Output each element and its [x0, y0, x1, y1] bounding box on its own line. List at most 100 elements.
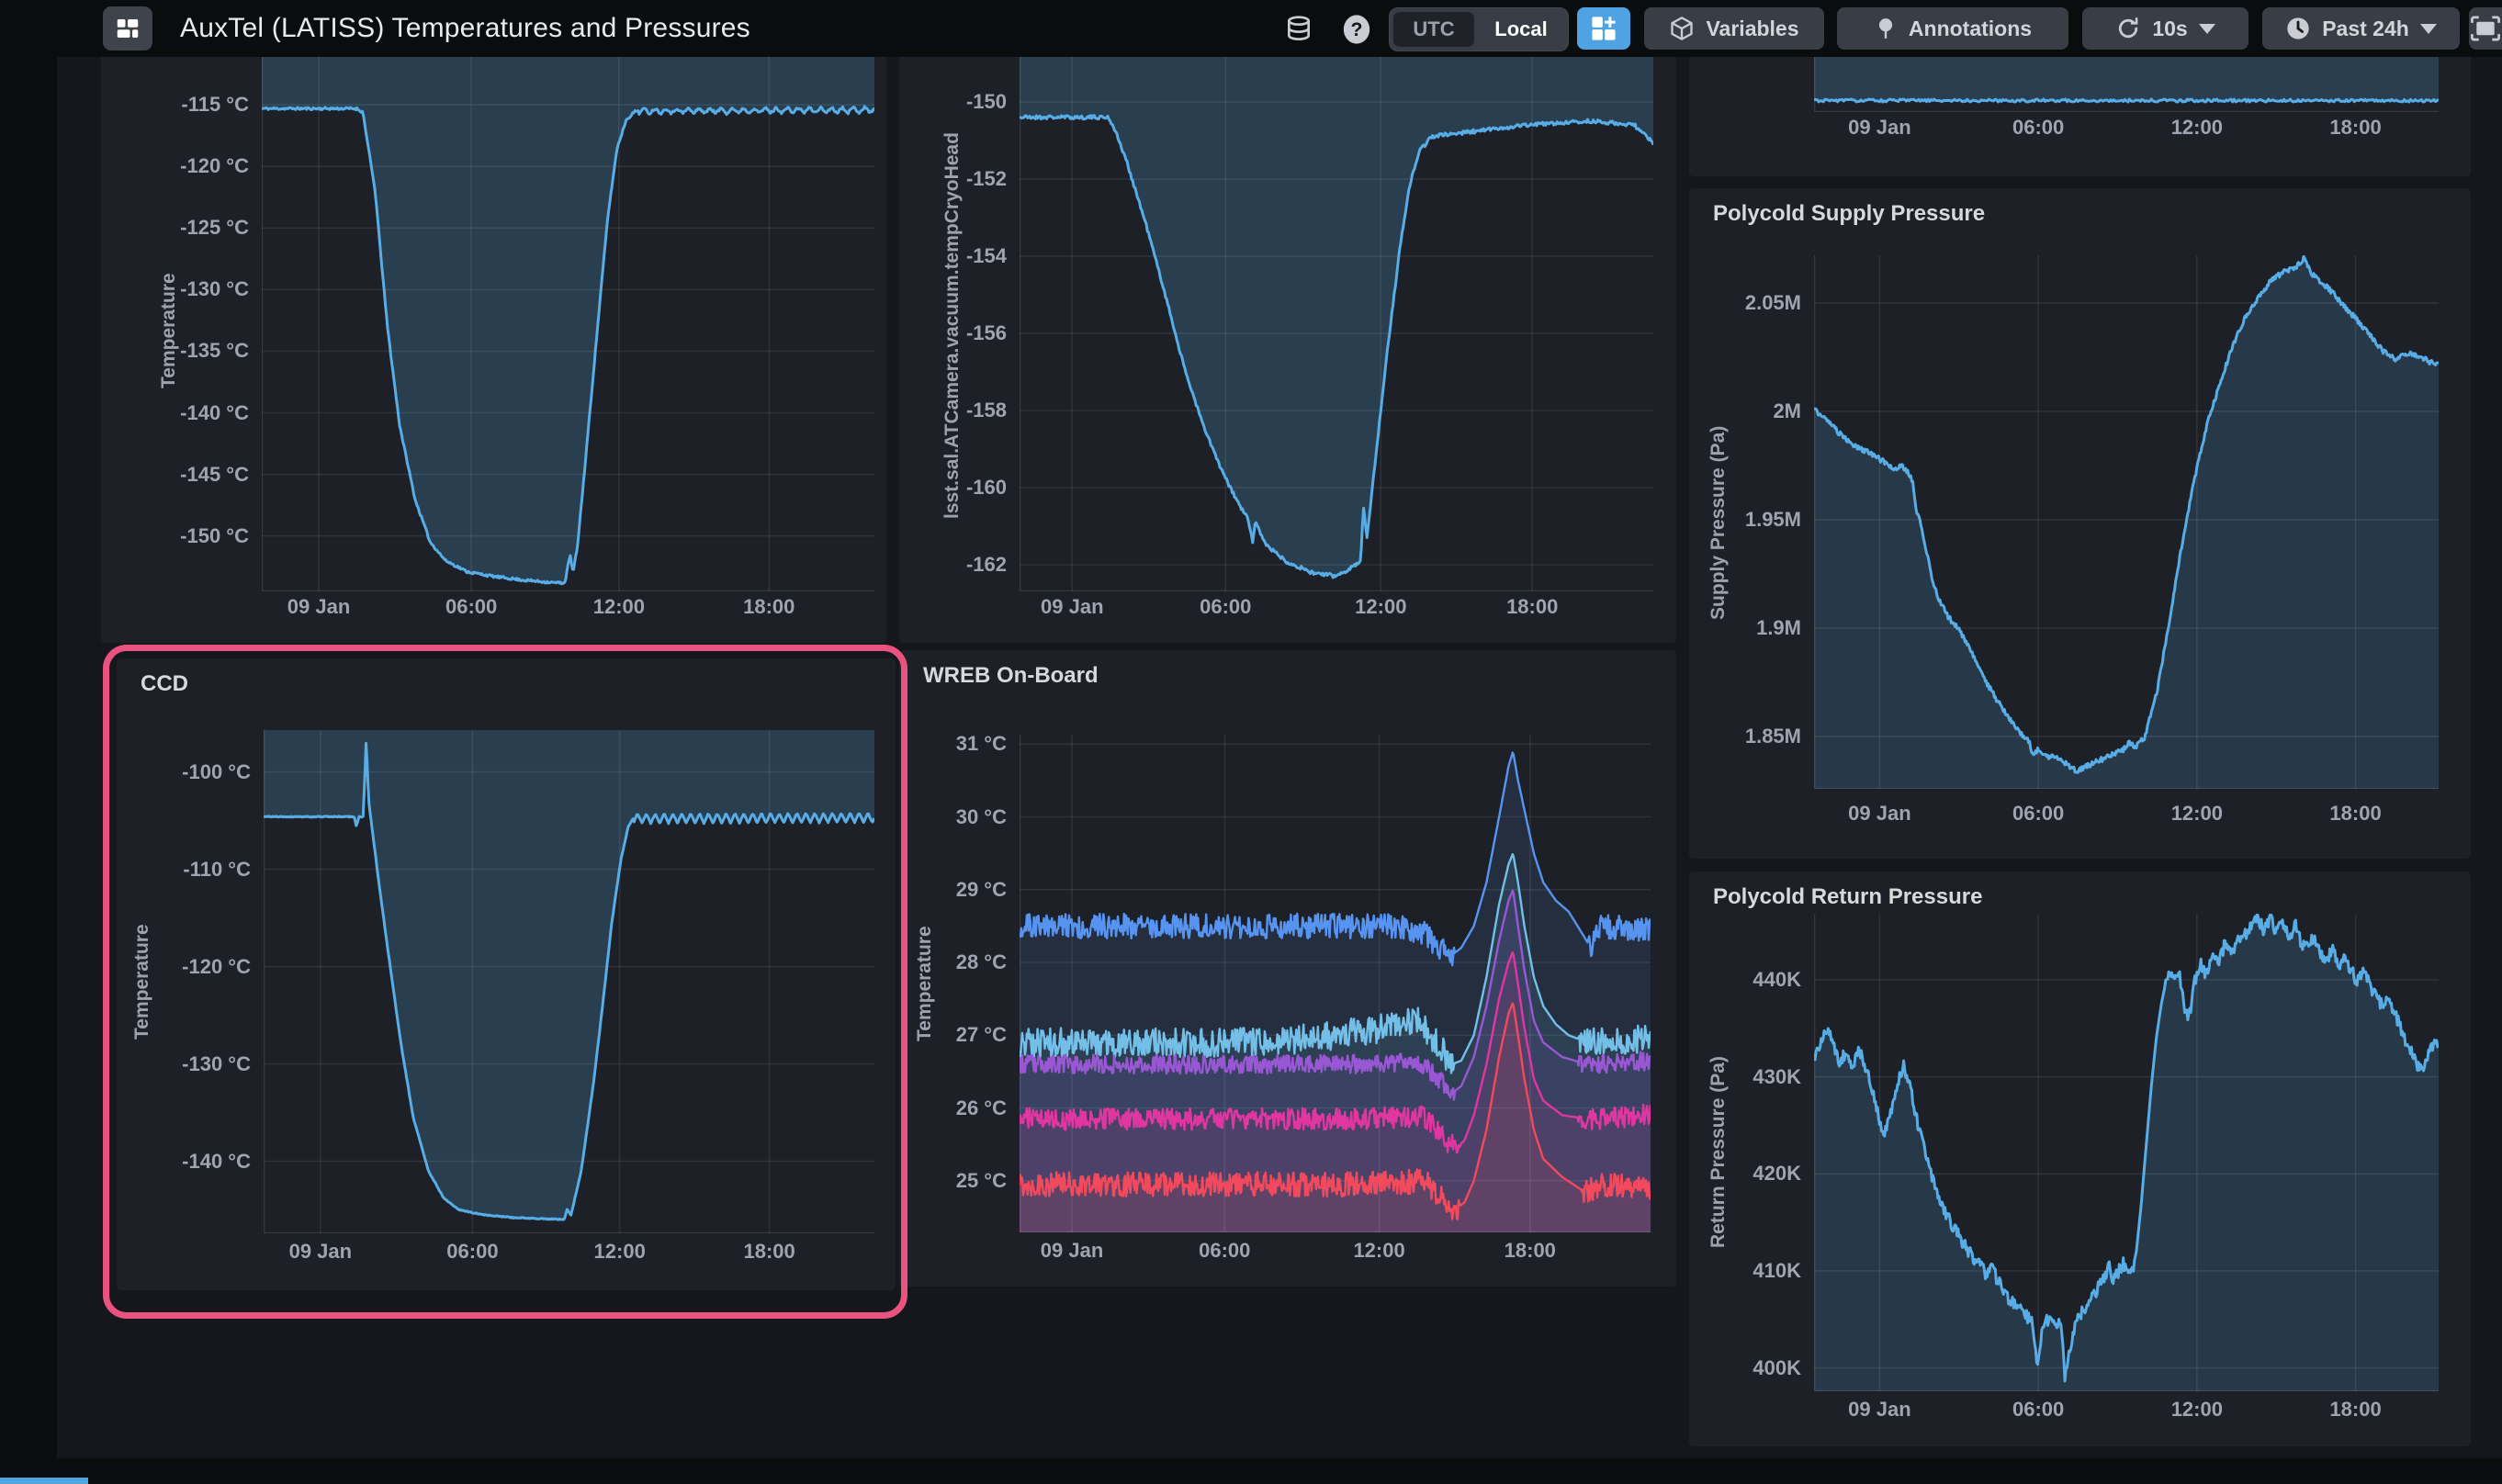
chart-plot-area[interactable] [1020, 735, 1651, 1232]
x-tick-label: 12:00 [593, 1240, 646, 1263]
x-tick-label: 09 Jan [287, 595, 351, 618]
panel-title[interactable]: Polycold Supply Pressure [1713, 201, 1986, 226]
x-tick-label: 18:00 [1506, 595, 1559, 618]
y-axis-label: Temperature [131, 924, 152, 1040]
chevron-down-icon [2419, 23, 2437, 34]
series-line [1020, 950, 1651, 1154]
axis-border [1814, 914, 2439, 1391]
panel-title[interactable]: Polycold Return Pressure [1713, 884, 1983, 909]
panel-title[interactable]: WREB On-Board [923, 663, 1099, 688]
panel-polycold-supply[interactable]: Polycold Supply Pressure Supply Pressure … [1689, 188, 2471, 859]
clock-icon [2287, 17, 2309, 39]
y-tick-label: 420K [1753, 1162, 1801, 1186]
series-line [264, 741, 874, 1221]
y-tick-label: -130 °C [182, 1051, 251, 1075]
annotations-button[interactable]: Annotations [1837, 7, 2068, 50]
x-tick-label: 12:00 [592, 595, 645, 618]
y-tick-label: 440K [1753, 967, 1801, 991]
panel-wreb[interactable]: WREB On-Board Temperature 31 °C 30 °C 29 °C 2… [899, 650, 1676, 1287]
kiosk-mode-button[interactable] [2469, 7, 2502, 50]
cut-off-bottom-element [0, 1478, 88, 1484]
x-tick-label: 12:00 [2170, 1398, 2223, 1421]
datasource-database-icon[interactable] [1284, 15, 1313, 44]
x-tick-label: 18:00 [2329, 1398, 2382, 1421]
variables-button[interactable]: Variables [1644, 7, 1824, 50]
x-tick-label: 06:00 [1199, 1239, 1251, 1262]
x-tick-label: 09 Jan [1041, 595, 1104, 618]
y-tick-label: -120 °C [180, 154, 249, 178]
page-title: AuxTel (LATISS) Temperatures and Pressur… [180, 13, 750, 43]
y-tick-label: -130 °C [180, 277, 249, 301]
chart-plot-area[interactable] [1814, 255, 2439, 789]
x-tick-label: 09 Jan [1848, 802, 1911, 825]
axis-border [1814, 255, 2439, 789]
axis-border [1814, 0, 2439, 112]
y-tick-label: -115 °C [181, 93, 249, 117]
dashboard-header: AuxTel (LATISS) Temperatures and Pressur… [0, 0, 2502, 57]
dashboards-grid-button[interactable] [103, 6, 152, 51]
variables-button-label: Variables [1706, 16, 1799, 40]
x-tick-label: 18:00 [743, 1240, 795, 1263]
x-tick-label: 12:00 [1355, 595, 1407, 618]
panel-cryo-head[interactable]: lsst.sal.ATCamera.vacuum.tempCryoHead -15… [899, 0, 1676, 643]
series-fill [1020, 1003, 1651, 1232]
y-tick-label: 400K [1753, 1355, 1801, 1379]
timezone-utc-option[interactable]: UTC [1393, 12, 1474, 47]
x-tick-label: 06:00 [2012, 1398, 2065, 1421]
x-tick-label: 09 Jan [288, 1240, 353, 1263]
y-tick-label: 27 °C [955, 1023, 1007, 1047]
panel-cryo-temp-1[interactable]: Temperature -115 °C -120 °C -125 °C -130 °C -… [101, 0, 886, 643]
time-range-picker[interactable]: Past 24h [2262, 7, 2460, 50]
x-tick-label: 09 Jan [1040, 1239, 1104, 1262]
y-tick-label: 410K [1753, 1258, 1801, 1282]
series-line [1020, 852, 1651, 1074]
y-tick-label: -140 °C [180, 400, 249, 424]
y-tick-label: 26 °C [955, 1096, 1007, 1119]
chart-plot-area[interactable] [262, 0, 874, 591]
panel-ccd[interactable]: CCD Temperature -100 °C -110 °C -120 °C -130 … [117, 658, 896, 1290]
chevron-down-icon [2198, 23, 2215, 34]
y-tick-label: -150 °C [180, 523, 249, 547]
y-tick-label: 25 °C [955, 1168, 1007, 1192]
pin-icon [1878, 18, 1892, 39]
y-tick-label: -120 °C [182, 954, 251, 978]
series-fill [1020, 0, 1653, 578]
svg-text:?: ? [1351, 18, 1363, 40]
x-tick-label: 18:00 [1504, 1239, 1556, 1262]
axis-border [1020, 0, 1653, 591]
refresh-picker[interactable]: 10s [2082, 7, 2248, 50]
chart-plot-area[interactable] [264, 730, 874, 1233]
help-icon[interactable]: ? [1341, 13, 1372, 46]
timezone-toggle[interactable]: UTC Local [1389, 7, 1569, 51]
panel-polycold-return[interactable]: Polycold Return Pressure Return Pressure … [1689, 871, 2471, 1446]
y-tick-label: 28 °C [955, 950, 1007, 974]
y-tick-label: -110 °C [183, 857, 251, 881]
y-tick-label: 30 °C [955, 804, 1007, 828]
y-tick-label: 1.95M [1744, 507, 1801, 531]
series-line [1020, 889, 1651, 1101]
panel-title[interactable]: CCD [141, 671, 188, 696]
series-line [1020, 114, 1653, 579]
y-tick-label: 2M [1773, 399, 1801, 422]
y-tick-label: 31 °C [955, 732, 1007, 756]
x-tick-label: 06:00 [446, 1240, 499, 1263]
series-line [1814, 255, 2439, 774]
x-tick-label: 06:00 [1200, 595, 1252, 618]
add-panel-button[interactable] [1577, 7, 1630, 50]
y-tick-label: -145 °C [180, 462, 249, 486]
series-line [1020, 1002, 1651, 1220]
chart-plot-area[interactable] [1814, 914, 2439, 1391]
cube-icon [1671, 17, 1694, 40]
series-line [1020, 751, 1651, 967]
axis-border [262, 0, 874, 591]
series-line [1814, 914, 2439, 1383]
timezone-local-option[interactable]: Local [1494, 17, 1548, 40]
kiosk-icon [2471, 16, 2500, 41]
y-tick-label: -150 [965, 89, 1007, 113]
x-tick-label: 06:00 [2012, 802, 2065, 825]
x-tick-label: 12:00 [2170, 116, 2223, 139]
series-line [1814, 97, 2439, 104]
y-tick-label: -100 °C [182, 759, 251, 783]
refresh-icon [2119, 17, 2138, 39]
chart-plot-area[interactable] [1020, 0, 1653, 591]
